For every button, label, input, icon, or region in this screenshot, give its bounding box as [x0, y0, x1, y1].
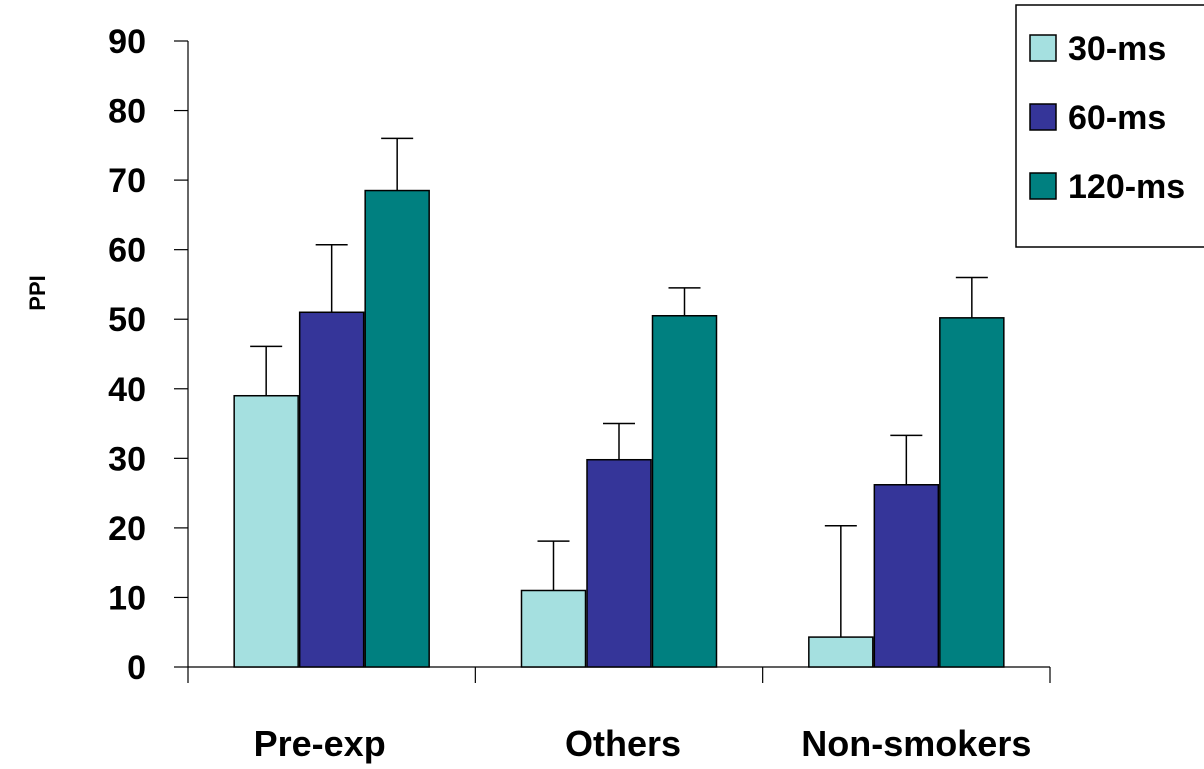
legend-label: 60-ms: [1068, 99, 1166, 137]
y-axis-label: PPI: [25, 275, 50, 310]
error-bars: [250, 137, 988, 638]
y-tick-label: 0: [127, 649, 146, 687]
y-tick-label: 20: [108, 510, 146, 548]
y-tick-label: 70: [108, 162, 146, 200]
bar: [364, 189, 430, 668]
y-tick-label: 30: [108, 440, 146, 478]
bar: [808, 636, 874, 668]
bar: [873, 484, 940, 668]
legend-label: 120-ms: [1068, 168, 1185, 206]
y-tick-label: 50: [108, 301, 146, 339]
y-tick-label: 90: [108, 23, 146, 61]
x-tick-label: Pre-exp: [254, 723, 386, 764]
y-tick-label: 10: [108, 579, 146, 617]
y-tick-label: 40: [108, 371, 146, 409]
legend-swatch: [1029, 103, 1057, 131]
legend-swatch: [1029, 34, 1057, 62]
y-tick-label: 60: [108, 232, 146, 270]
y-tick-label: 80: [108, 93, 146, 131]
x-tick-label: Others: [565, 723, 681, 764]
y-axis: 0 10 20 30 40 50 60 70 80 90: [108, 23, 189, 687]
bars: [233, 189, 1005, 668]
x-axis: Pre-exp Others Non-smokers: [187, 666, 1051, 764]
legend-swatch: [1029, 172, 1057, 200]
x-tick-label: Non-smokers: [801, 723, 1031, 764]
bar: [233, 394, 299, 668]
legend: 30-ms 60-ms 120-ms: [1015, 4, 1204, 248]
legend-label: 30-ms: [1068, 30, 1166, 68]
bar: [520, 589, 587, 668]
bar: [586, 458, 652, 668]
bar: [939, 317, 1005, 668]
bar: [651, 314, 718, 668]
bar: [298, 311, 365, 668]
